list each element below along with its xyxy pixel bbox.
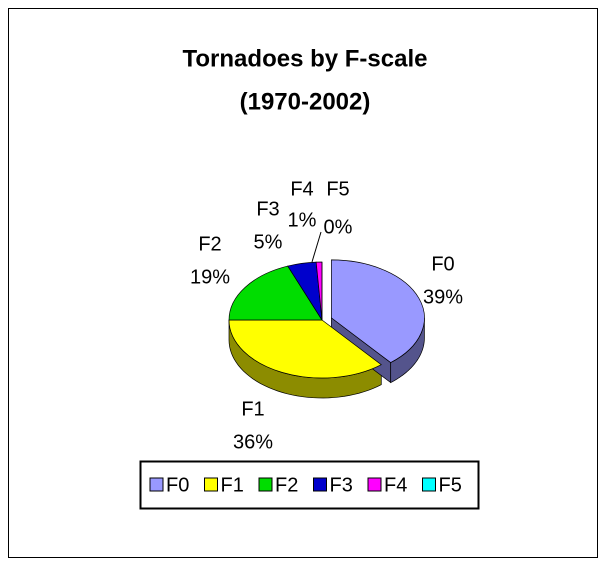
slice: [228, 319, 382, 379]
legend-swatch: [367, 477, 382, 492]
slice: [228, 265, 323, 321]
slice-value-label: 39%: [423, 286, 463, 308]
slice-category-label: F3: [256, 198, 279, 220]
slice-category-label: F2: [198, 233, 221, 255]
chart-title: Tornadoes by F-scale: [183, 45, 428, 72]
legend-label: F1: [221, 474, 244, 496]
legend-swatch: [258, 477, 273, 492]
slice-value-label: 1%: [288, 209, 317, 231]
slice-value-label: 5%: [254, 231, 283, 253]
legend-swatch: [422, 477, 436, 492]
slice-category-label: F0: [431, 253, 454, 275]
chart-subtitle: (1970-2002): [240, 88, 371, 115]
slice-value-label: 19%: [190, 266, 230, 288]
legend-swatch: [149, 477, 164, 492]
legend-label: F2: [275, 474, 298, 496]
legend-swatch: [313, 477, 327, 492]
legend-label: F4: [384, 474, 407, 496]
legend-swatch: [204, 477, 218, 492]
legend-label: F3: [330, 474, 353, 496]
slice-category-label: F4: [290, 178, 313, 200]
slice-value-label: 0%: [324, 216, 353, 238]
legend-label: F0: [166, 474, 189, 496]
slice-category-label: F1: [241, 398, 264, 420]
slice-value-label: 36%: [233, 431, 273, 453]
slice: [331, 259, 425, 363]
slice-category-label: F5: [326, 178, 349, 200]
legend-label: F5: [439, 474, 462, 496]
leader-line: [311, 231, 322, 263]
